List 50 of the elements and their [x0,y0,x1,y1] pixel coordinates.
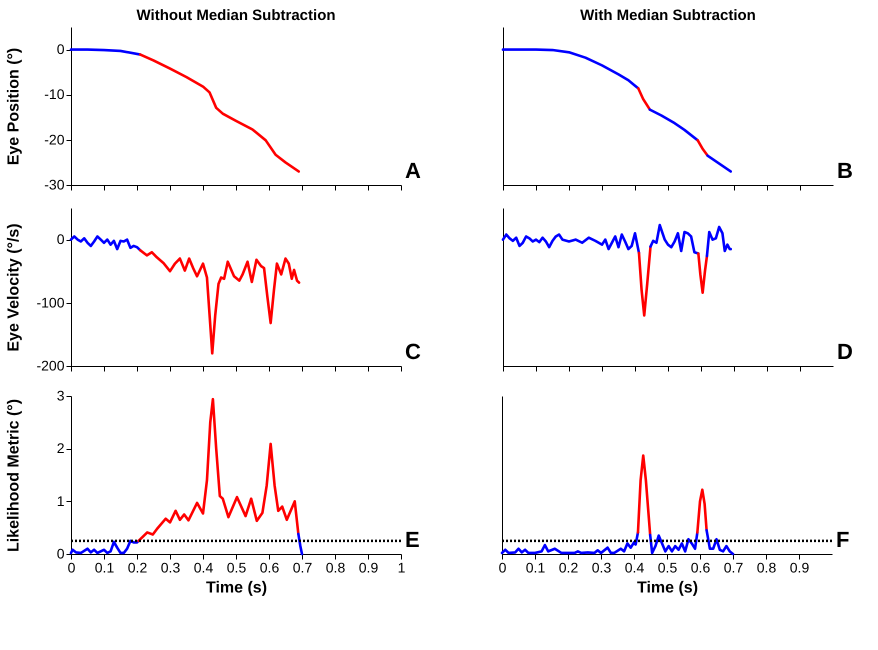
text: D [837,339,853,364]
x-tick-label: 0 [68,560,76,576]
y-tick-label: -20 [44,131,65,148]
y-tick-label: 2 [56,440,65,456]
x-tick-label: 0.6 [260,560,280,576]
line-series [70,540,140,554]
y-tick-label: 0 [56,41,65,58]
x-tick-label: 0.4 [194,560,214,576]
x-tick-label: 0 [498,560,507,576]
x-tick-label: 0.9 [358,560,378,576]
x-tick-label: 0.3 [592,560,612,576]
x-tick-label: 1 [398,560,406,576]
y-axis-title: Eye Velocity (°/s) [6,223,22,352]
x-tick-label: 0.1 [526,560,546,576]
y-tick-label: 0 [56,231,65,248]
x-axis-title: Time (s) [206,580,268,596]
x-axis-title: Time (s) [636,580,698,596]
x-tick-label: 0.7 [292,560,312,576]
x-tick-label: 0.6 [690,560,710,576]
x-tick-label: 0.3 [160,560,180,576]
text: A [405,158,421,183]
x-tick-label: 0.7 [724,560,744,576]
x-tick-label: 0.4 [624,560,644,576]
x-tick-label: 0.5 [658,560,678,576]
y-tick-label: -100 [36,294,65,310]
text: B [837,158,853,183]
text: C [405,339,421,364]
x-tick-label: 0.2 [128,560,148,576]
x-tick-label: 0.8 [756,560,776,576]
line-series [70,235,142,252]
y-tick-label: 0 [56,546,65,562]
chart-title: With Median Subtraction [580,7,756,24]
y-axis-title: Likelihood Metric (°) [6,398,22,552]
y-axis-title: Eye Position (°) [6,48,22,166]
y-tick-label: -10 [44,86,65,102]
x-tick-label: 0.8 [326,560,346,576]
text: F [836,527,850,552]
line-series [139,53,300,173]
x-tick-label: 0.5 [226,560,246,576]
line-series [139,249,300,355]
y-tick-label: 1 [56,492,65,509]
text: E [405,527,420,552]
x-tick-label: 0.9 [790,560,810,576]
line-series [137,398,300,542]
x-tick-label: 0.1 [94,560,114,576]
y-tick-label: -200 [36,358,65,374]
y-tick-label: -30 [44,176,65,192]
chart-title: Without Median Subtraction [136,7,336,24]
y-tick-label: 3 [56,388,65,404]
x-tick-label: 0.2 [558,560,578,576]
